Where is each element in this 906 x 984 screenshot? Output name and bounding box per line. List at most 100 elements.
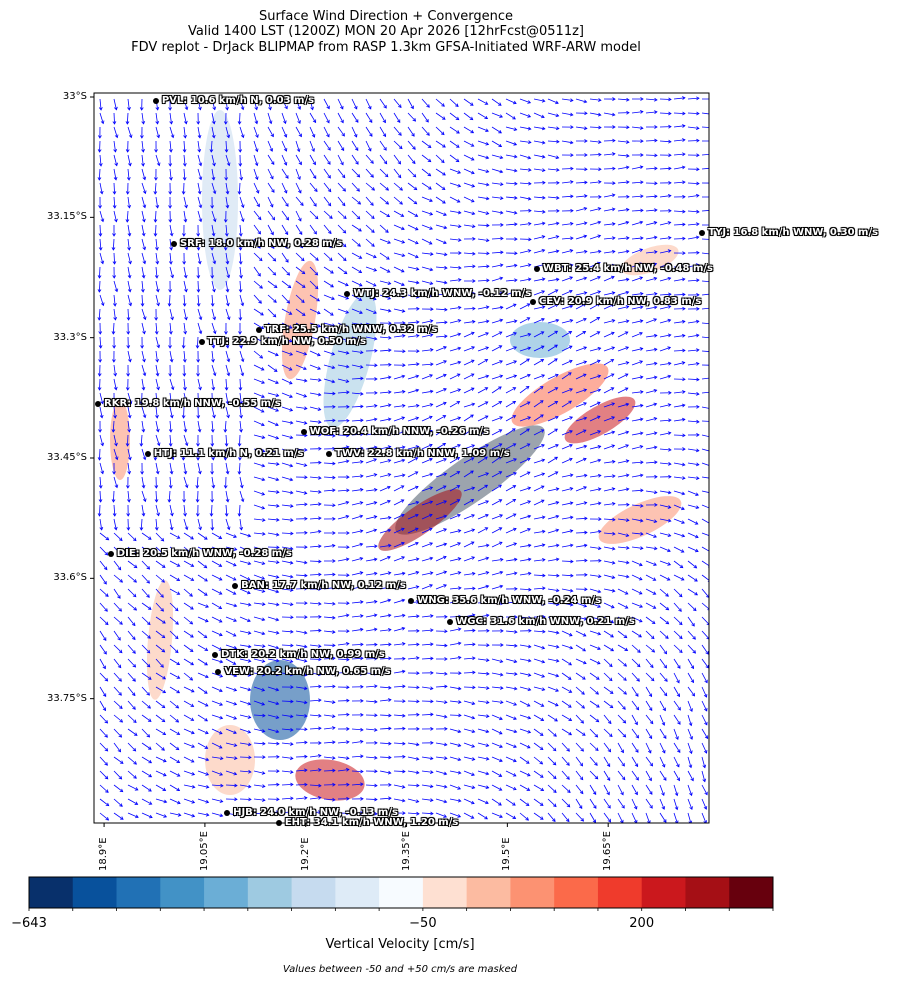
wind-arrow-head: [569, 416, 574, 420]
wind-arrow: [435, 388, 447, 394]
wind-arrow: [519, 264, 531, 268]
wind-arrow-head: [456, 499, 461, 503]
wind-arrow: [253, 644, 265, 647]
wind-arrow: [519, 500, 531, 506]
wind-arrow: [659, 293, 671, 296]
wind-arrow: [239, 406, 242, 418]
wind-arrow-head: [126, 331, 131, 335]
wind-arrow: [337, 658, 350, 661]
wind-arrow-head: [416, 727, 420, 731]
wind-arrow: [701, 462, 709, 466]
wind-arrow-head: [162, 620, 166, 624]
wind-arrow-head: [247, 715, 252, 719]
wind-arrow: [407, 514, 419, 520]
wind-arrow: [659, 602, 669, 611]
wind-arrow: [533, 444, 545, 450]
wind-arrow: [491, 742, 503, 748]
wind-arrow-head: [360, 713, 364, 717]
wind-arrow-head: [155, 470, 160, 475]
wind-arrow: [225, 518, 230, 530]
wind-arrow-head: [441, 116, 446, 120]
wind-arrow: [519, 471, 531, 478]
wind-arrow: [197, 238, 200, 251]
wind-arrow-head: [247, 590, 251, 595]
wind-arrow: [701, 714, 708, 726]
wind-arrow: [631, 404, 643, 408]
wind-arrow-head: [597, 234, 602, 239]
wind-arrow-head: [443, 542, 448, 547]
wind-arrow: [253, 490, 265, 495]
wind-arrow-head: [498, 471, 503, 475]
wind-arrow-head: [184, 204, 188, 209]
wind-arrow: [575, 502, 587, 506]
wind-arrow-head: [513, 332, 517, 336]
wind-arrow: [673, 742, 681, 753]
wind-arrow-head: [583, 234, 588, 239]
wind-arrow-head: [162, 787, 167, 791]
wind-arrow-head: [457, 416, 462, 421]
wind-arrow-head: [358, 283, 363, 287]
wind-arrow: [295, 154, 302, 165]
wind-arrow-head: [127, 470, 132, 475]
wind-arrow-head: [397, 160, 402, 165]
wind-arrow: [225, 406, 230, 418]
wind-arrow-head: [569, 289, 573, 294]
wind-arrow: [533, 414, 544, 422]
wind-arrow-head: [443, 784, 448, 789]
wind-arrow-head: [608, 677, 613, 682]
x-tick-label: 18.9°E: [98, 837, 110, 871]
wind-arrow-head: [190, 634, 194, 638]
wind-arrow-head: [525, 760, 530, 764]
wind-arrow: [99, 294, 104, 306]
wind-arrow-head: [681, 520, 685, 524]
wind-arrow: [351, 475, 363, 478]
wind-arrow-head: [141, 289, 145, 293]
wind-arrow: [99, 784, 109, 793]
wind-arrow: [505, 714, 517, 720]
wind-arrow-head: [555, 113, 560, 118]
wind-arrow-head: [626, 97, 630, 102]
wind-arrow: [477, 557, 489, 562]
wind-arrow-head: [635, 734, 639, 739]
wind-arrow-head: [131, 622, 136, 627]
wind-arrow-head: [168, 345, 172, 349]
wind-arrow-head: [710, 322, 713, 325]
wind-arrow-head: [471, 486, 476, 491]
wind-arrow: [687, 349, 699, 352]
wind-arrow-head: [654, 125, 658, 129]
wind-arrow-head: [359, 556, 364, 561]
wind-arrow-head: [555, 588, 560, 593]
wind-arrow: [183, 714, 194, 721]
wind-arrow: [393, 266, 405, 273]
wind-arrow: [323, 476, 336, 479]
wind-arrow-head: [126, 177, 131, 181]
wind-arrow-head: [457, 346, 462, 351]
wind-arrow: [253, 546, 265, 551]
wind-arrow-head: [528, 600, 532, 605]
wind-arrow-head: [204, 578, 208, 582]
wind-arrow: [421, 403, 433, 408]
wind-arrow-head: [568, 345, 573, 349]
wind-arrow-head: [542, 558, 546, 562]
wind-arrow-head: [667, 533, 672, 537]
wind-arrow-head: [128, 456, 132, 461]
wind-arrow-head: [168, 205, 172, 209]
wind-arrow: [519, 458, 531, 464]
wind-arrow-head: [247, 701, 252, 706]
wind-arrow: [155, 392, 158, 404]
colorbar-segment: [160, 877, 205, 908]
wind-arrow-head: [332, 433, 336, 438]
wind-arrow: [463, 487, 475, 492]
wind-arrow-head: [625, 459, 630, 464]
wind-arrow-head: [709, 507, 712, 510]
wind-arrow-head: [470, 414, 474, 418]
wind-arrow-head: [485, 196, 490, 201]
wind-arrow-head: [555, 688, 559, 692]
wind-arrow-head: [471, 170, 475, 175]
wind-arrow-head: [485, 169, 490, 174]
wind-arrow-head: [679, 564, 684, 569]
wind-arrow-head: [304, 447, 308, 452]
wind-arrow-head: [470, 373, 475, 377]
wind-arrow-head: [527, 155, 532, 160]
wind-arrow-head: [156, 512, 160, 517]
